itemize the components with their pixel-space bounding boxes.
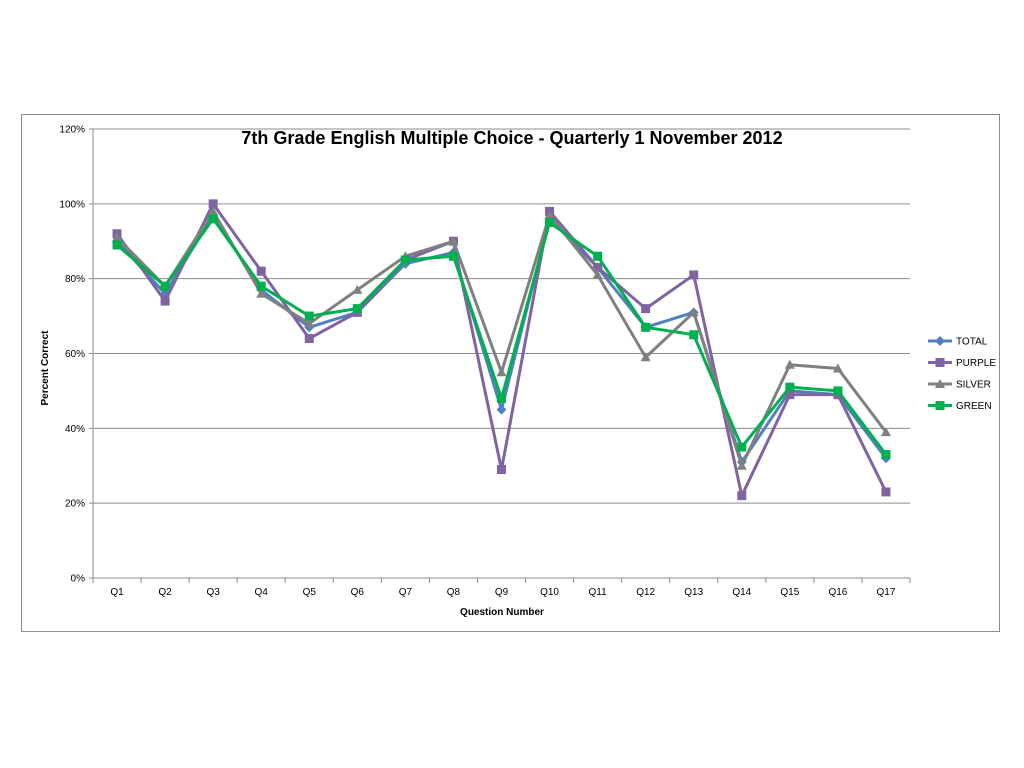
data-point-total bbox=[496, 404, 507, 415]
data-point-silver bbox=[640, 352, 651, 362]
x-tick-label: Q12 bbox=[636, 587, 655, 598]
x-tick-label: Q7 bbox=[399, 587, 413, 598]
data-point-purple bbox=[737, 491, 747, 501]
data-point-green bbox=[304, 311, 314, 321]
x-tick-label: Q3 bbox=[206, 587, 220, 598]
axes bbox=[89, 128, 911, 583]
data-point-purple bbox=[881, 487, 891, 497]
legend-item-purple: PURPLE bbox=[928, 358, 996, 369]
y-axis-label: Percent Correct bbox=[40, 330, 51, 406]
data-point-green bbox=[737, 442, 747, 452]
x-tick-label: Q5 bbox=[303, 587, 317, 598]
x-tick-label: Q1 bbox=[110, 587, 124, 598]
chart-title: 7th Grade English Multiple Choice - Quar… bbox=[241, 128, 782, 148]
legend-marker-purple bbox=[935, 358, 945, 367]
x-tick-labels: Q1 Q2 Q3 Q4 Q5 Q6 Q7 Q8 Q9 Q10 Q11 Q12 Q13 Q14 Q15 Q16 Q… bbox=[110, 587, 895, 598]
y-tick-label: 20% bbox=[65, 499, 85, 510]
x-tick-label: Q16 bbox=[828, 587, 847, 598]
data-point-green bbox=[545, 218, 555, 228]
legend-label-purple: PURPLE bbox=[956, 358, 996, 369]
data-point-green bbox=[208, 214, 218, 224]
series-lines bbox=[112, 199, 891, 501]
data-point-silver bbox=[448, 236, 459, 246]
x-tick-label: Q13 bbox=[684, 587, 703, 598]
data-point-silver bbox=[832, 363, 843, 373]
x-tick-label: Q11 bbox=[589, 587, 608, 598]
data-point-silver bbox=[112, 232, 123, 242]
data-point-silver bbox=[256, 288, 267, 298]
y-tick-label: 0% bbox=[71, 574, 86, 585]
data-point-green bbox=[641, 322, 651, 332]
series-green bbox=[112, 214, 891, 460]
data-point-purple bbox=[641, 304, 651, 314]
data-point-silver bbox=[880, 427, 891, 437]
chart-area: 7th Grade English Multiple Choice - Quar… bbox=[21, 114, 1000, 632]
data-point-silver bbox=[544, 210, 555, 220]
legend-item-total: TOTAL bbox=[928, 336, 988, 348]
data-point-green bbox=[400, 255, 410, 265]
x-tick-label: Q4 bbox=[255, 587, 269, 598]
data-point-purple bbox=[160, 296, 170, 306]
data-point-purple bbox=[497, 464, 506, 474]
data-point-green bbox=[160, 281, 170, 291]
data-point-green bbox=[881, 450, 891, 460]
legend: TOTAL PURPLE SILVER GREEN bbox=[928, 336, 996, 412]
data-point-green bbox=[497, 393, 506, 403]
data-point-silver bbox=[496, 367, 507, 377]
data-point-purple bbox=[593, 262, 603, 272]
x-tick-label: Q6 bbox=[351, 587, 365, 598]
data-point-green bbox=[593, 251, 603, 261]
data-point-green bbox=[112, 240, 122, 250]
legend-item-silver: SILVER bbox=[928, 379, 991, 391]
data-point-green bbox=[448, 251, 458, 261]
legend-label-silver: SILVER bbox=[956, 380, 991, 391]
data-point-green bbox=[833, 386, 843, 396]
data-point-silver bbox=[592, 269, 603, 279]
data-point-purple bbox=[304, 334, 314, 344]
series-line-total bbox=[115, 213, 888, 464]
data-point-silver bbox=[736, 460, 747, 470]
y-tick-label: 60% bbox=[65, 349, 85, 360]
data-point-silver bbox=[208, 206, 219, 216]
x-axis-label: Question Number bbox=[460, 607, 544, 618]
y-tick-label: 80% bbox=[65, 274, 85, 285]
y-tick-label: 40% bbox=[65, 424, 85, 435]
data-point-green bbox=[785, 382, 795, 392]
y-tick-label: 120% bbox=[59, 125, 85, 136]
x-tick-label: Q9 bbox=[495, 587, 509, 598]
x-tick-label: Q14 bbox=[732, 587, 751, 598]
x-tick-label: Q2 bbox=[158, 587, 172, 598]
x-tick-label: Q10 bbox=[540, 587, 559, 598]
data-point-purple bbox=[785, 390, 795, 400]
data-point-green bbox=[352, 304, 362, 314]
data-point-silver bbox=[784, 359, 795, 369]
data-point-silver bbox=[304, 318, 315, 328]
data-point-green bbox=[256, 281, 266, 291]
y-tick-labels: 0% 20% 40% 60% 80% 100% 120% bbox=[59, 125, 85, 585]
data-point-purple bbox=[689, 270, 699, 280]
data-point-silver bbox=[688, 307, 699, 317]
legend-item-green: GREEN bbox=[928, 401, 992, 412]
grid-lines bbox=[93, 128, 910, 579]
x-tick-label: Q17 bbox=[877, 587, 896, 598]
x-tick-label: Q8 bbox=[447, 587, 461, 598]
legend-marker-green bbox=[935, 401, 945, 410]
data-point-purple bbox=[208, 199, 218, 209]
series-purple bbox=[112, 199, 891, 501]
data-point-silver bbox=[352, 284, 363, 294]
legend-marker-total bbox=[935, 336, 945, 346]
legend-label-total: TOTAL bbox=[956, 337, 988, 348]
legend-marker-silver bbox=[935, 379, 945, 388]
data-point-green bbox=[689, 330, 699, 340]
legend-label-green: GREEN bbox=[956, 401, 992, 412]
data-point-purple bbox=[256, 266, 266, 276]
line-chart: 7th Grade English Multiple Choice - Quar… bbox=[40, 125, 996, 619]
series-line-silver bbox=[115, 209, 888, 468]
y-tick-label: 100% bbox=[59, 199, 85, 210]
x-tick-label: Q15 bbox=[780, 587, 799, 598]
